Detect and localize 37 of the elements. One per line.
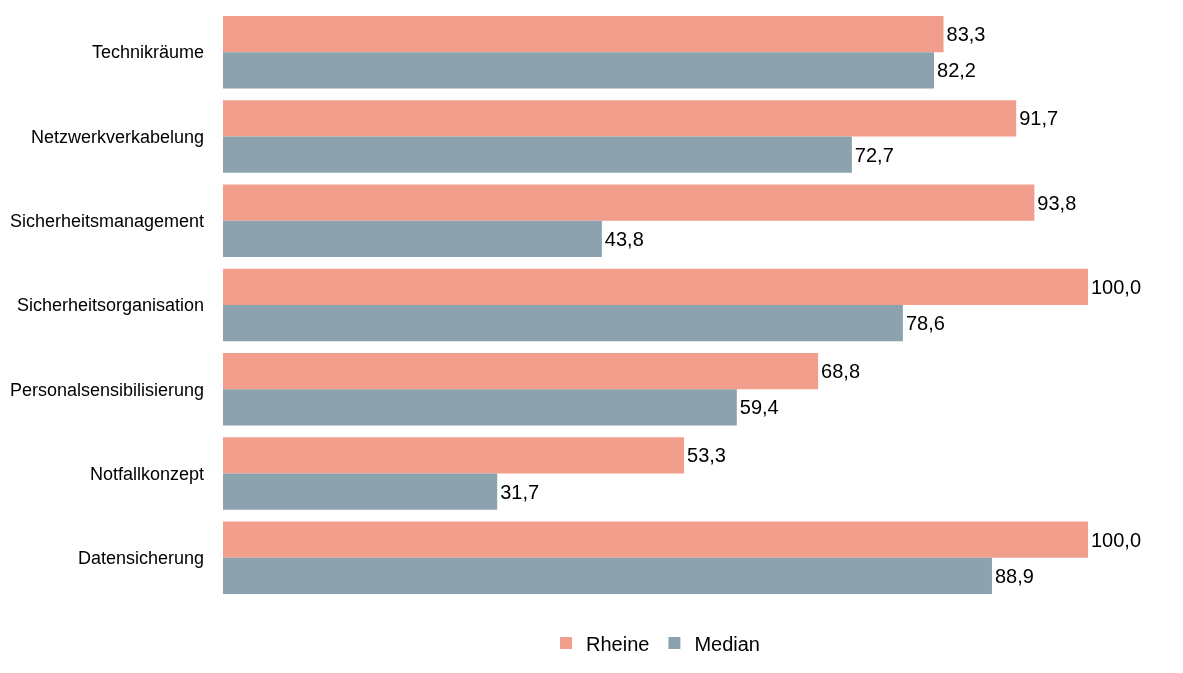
- bar: [223, 100, 1017, 137]
- data-label: 83,3: [946, 23, 986, 46]
- bar: [223, 305, 903, 342]
- data-label: 43,8: [604, 227, 644, 250]
- data-label: 100,0: [1091, 528, 1142, 551]
- bar: [223, 15, 944, 53]
- y-tick-label: Sicherheitsmanagement: [9, 211, 204, 232]
- bar: [223, 52, 935, 89]
- y-tick-label: Netzwerkverkabelung: [30, 126, 204, 147]
- bar: [223, 473, 498, 510]
- data-label: 82,2: [937, 59, 976, 82]
- data-label: 31,7: [500, 480, 540, 503]
- y-tick-label: Personalsensibilisierung: [9, 379, 204, 400]
- y-tick-label: Datensicherung: [77, 548, 204, 569]
- bar: [223, 557, 992, 595]
- data-label: 72,7: [854, 143, 894, 166]
- data-label: 91,7: [1019, 107, 1059, 130]
- legend-label: Median: [694, 632, 760, 655]
- bar: [223, 220, 602, 257]
- legend-label: Rheine: [586, 632, 650, 655]
- bar: [223, 184, 1035, 221]
- data-label: 88,9: [994, 564, 1034, 587]
- bar: [223, 268, 1088, 305]
- bar: [223, 353, 819, 390]
- y-tick-label: Sicherheitsorganisation: [16, 295, 204, 316]
- data-label: 59,4: [739, 396, 779, 419]
- data-label: 100,0: [1091, 275, 1142, 298]
- bar: [223, 521, 1088, 558]
- y-tick-label: Notfallkonzept: [89, 463, 204, 484]
- bar: [223, 389, 737, 426]
- data-label: 53,3: [687, 444, 726, 467]
- bar: [223, 136, 852, 173]
- data-label: 68,8: [821, 360, 861, 383]
- y-tick-label: Technikräume: [91, 42, 204, 63]
- bar: [223, 437, 685, 474]
- data-label: 93,8: [1037, 191, 1077, 214]
- data-label: 78,6: [905, 312, 945, 335]
